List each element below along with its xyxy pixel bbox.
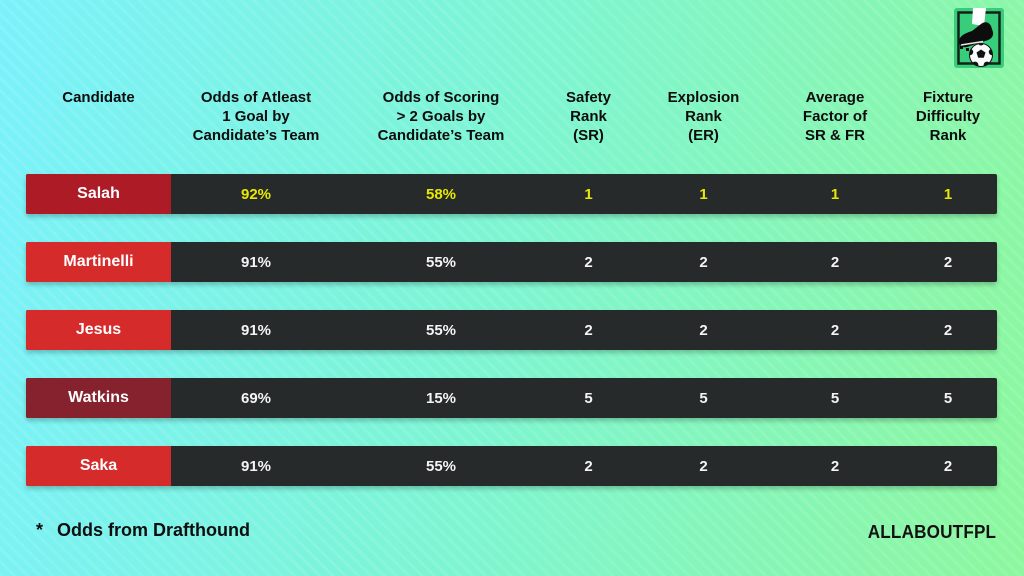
table-row-watkins: Watkins 69% 15% 5 5 5 5 [26,378,997,418]
fixture-difficulty-value: 2 [943,457,953,475]
average-factor-value: 2 [830,457,840,475]
header-odds-2-goals: Odds of Scoring > 2 Goals by Candidate’s… [377,89,505,144]
fixture-difficulty-value: 2 [943,321,953,339]
allaboutfpl-wordmark: ALLABOUTFPL [867,522,996,542]
safety-rank-value: 2 [584,457,593,475]
header-candidate: Candidate [62,89,135,106]
average-factor-value: 1 [830,185,840,203]
table-header-row: Candidate Odds of Atleast 1 Goal by Cand… [26,88,997,148]
candidate-label: Jesus [26,310,171,350]
average-factor-value: 2 [830,321,840,339]
table-row-saka: Saka 91% 55% 2 2 2 2 [26,446,997,486]
odds-source-footnote: * Odds from Drafthound [36,520,250,541]
header-safety-rank: Safety Rank (SR) [565,89,612,144]
odds-2-goals-value: 15% [425,389,457,407]
safety-rank-value: 1 [584,185,593,203]
safety-rank-value: 2 [584,321,593,339]
table-row-jesus: Jesus 91% 55% 2 2 2 2 [26,310,997,350]
table-row-salah: Salah 92% 58% 1 1 1 1 [26,174,997,214]
odds-2-goals-value: 58% [425,185,457,203]
candidate-label: Watkins [26,378,171,418]
header-odds-1-goal: Odds of Atleast 1 Goal by Candidate’s Te… [192,89,320,144]
odds-2-goals-value: 55% [425,253,457,271]
odds-1-goal-value: 69% [240,389,272,407]
fixture-difficulty-value: 2 [943,253,953,271]
boot-on-ball-icon [954,8,1004,68]
safety-rank-value: 2 [584,253,593,271]
fixture-difficulty-value: 1 [943,185,953,203]
average-factor-value: 5 [830,389,840,407]
candidate-label: Saka [26,446,171,486]
candidate-label: Salah [26,174,171,214]
explosion-rank-value: 2 [699,457,708,475]
odds-2-goals-value: 55% [425,321,457,339]
allaboutfpl-logo [953,8,1005,68]
odds-1-goal-value: 91% [240,253,272,271]
odds-1-goal-value: 91% [240,457,272,475]
table-row-martinelli: Martinelli 91% 55% 2 2 2 2 [26,242,997,282]
header-fixture-difficulty: Fixture Difficulty Rank [915,89,981,144]
footnote-asterisk: * [36,520,44,540]
explosion-rank-value: 2 [699,253,708,271]
safety-rank-value: 5 [584,389,593,407]
header-explosion-rank: Explosion Rank (ER) [667,89,740,144]
header-average-factor: Average Factor of SR & FR [802,89,868,144]
explosion-rank-value: 5 [699,389,708,407]
candidate-label: Martinelli [26,242,171,282]
footnote-text: Odds from Drafthound [57,520,250,540]
odds-1-goal-value: 92% [240,185,272,203]
explosion-rank-value: 2 [699,321,708,339]
explosion-rank-value: 1 [699,185,708,203]
odds-2-goals-value: 55% [425,457,457,475]
odds-1-goal-value: 91% [240,321,272,339]
fixture-difficulty-value: 5 [943,389,953,407]
average-factor-value: 2 [830,253,840,271]
candidate-comparison-table: Candidate Odds of Atleast 1 Goal by Cand… [26,88,997,514]
